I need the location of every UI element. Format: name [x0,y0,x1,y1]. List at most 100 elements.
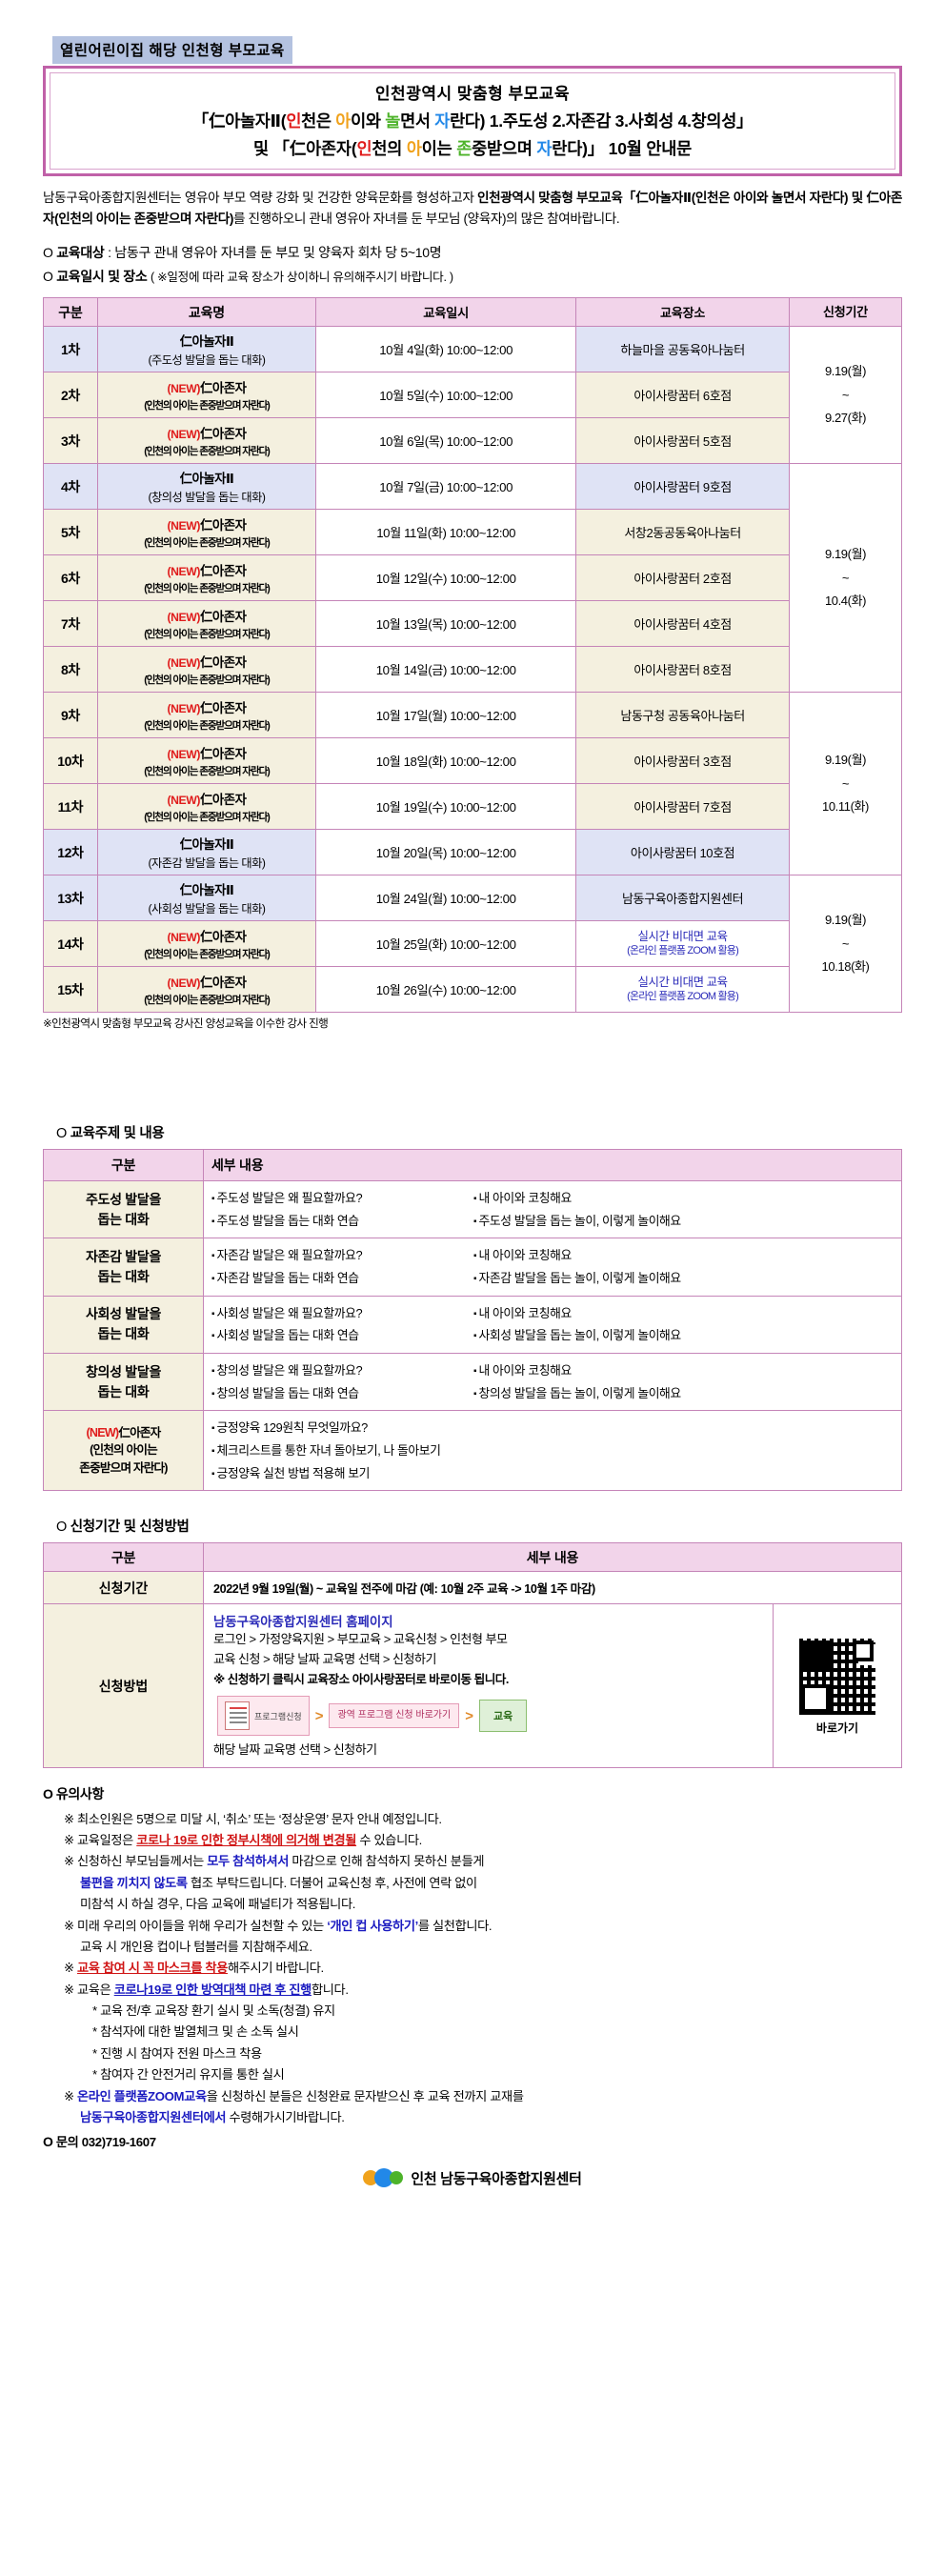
note-highlight-blue: 남동구육아종합지원센터에서 [80,2109,227,2124]
title-line-1: 인천광역시 맞춤형 부모교육 [374,85,571,103]
flow-step-link[interactable]: 광역 프로그램 신청 바로가기 [329,1703,460,1729]
apply-path-line-2: 교육 신청 > 해당 날짜 교육명 선택 > 신청하기 [213,1652,436,1667]
flow-step-program[interactable]: 프로그램신청 [217,1696,310,1737]
schedule-cell-place: 아이사랑꿈터 4호점 [575,600,791,648]
topic-item: 창의성 발달을 돕는 놀이, 이렇게 놀이해요 [473,1382,769,1405]
schedule-cell-date: 10월 7일(금) 10:00~12:00 [315,463,577,511]
note-item: ※ 신청하신 부모님들께서는 모두 참석하셔서 마감으로 인해 참석하지 못하신… [64,1854,485,1869]
arrow-right-icon-2: > [465,1707,473,1724]
course-name: 仁아놀자Ⅱ [179,334,234,350]
schedule-cell-place: 남동구육아종합지원센터 [575,875,791,922]
topic-gubun-line1: 자존감 발달을 [85,1249,162,1265]
note-highlight-blue: 불편을 끼치지 않도록 [80,1875,188,1890]
course-name: 仁아놀자Ⅱ [179,472,234,487]
topic-gubun-line1: 창의성 발달을 [85,1363,162,1379]
schedule-row: 13차 仁아놀자Ⅱ (사회성 발달을 돕는 대화) 10월 24일(월) 10:00~… [43,875,902,1014]
apply-period-part: 10.4(화) [824,593,867,608]
apply-heading: O 신청기간 및 신청방법 [56,1516,902,1536]
header-tag: 열린어린이집 해당 인천형 부모교육 [52,36,292,64]
note-highlight-blue-underline: 코로나19로 인한 방역대책 마련 후 진행 [113,1982,312,1997]
schedule-cell-no: 12차 [43,829,98,876]
apply-period-part: 10.18(화) [821,958,870,974]
course-subtitle: (자존감 발달을 돕는 대화) [148,856,266,871]
topic-item: 체크리스트를 통한 자녀 돌아보기, 나 돌아보기 [211,1439,894,1462]
schedule-table: 구분 교육명 교육일시 교육장소 신청기간 1차 仁아놀자Ⅱ (주도성 발달을 돕는 대화)… [43,297,902,1014]
schedule-row: 9차 (NEW)仁아존자 (인천의 아이는 존중받으며 자란다) 10월 17일(월)… [43,692,902,876]
topic-gubun-line2: 존중받으며 자란다) [79,1461,168,1476]
apply-period-part: 10.11(화) [822,798,869,814]
place-online-sub: (온라인 플랫폼 ZOOM 활용) [627,945,739,957]
bullet-schedule-label: 교육일시 및 장소 [56,268,148,284]
schedule-cell-name: (NEW)仁아존자 (인천의 아이는 존중받으며 자란다) [96,554,317,602]
title-line-2: 「仁아놀자Ⅱ(인천은 아이와 놀면서 자란다) 1.주도성 2.자존감 3.사회… [56,109,889,132]
schedule-row: 4차 仁아놀자Ⅱ (창의성 발달을 돕는 대화) 10월 7일(금) 10:00~12… [43,463,902,694]
schedule-row: 10차 (NEW)仁아존자 (인천의 아이는 존중받으며 자란다) 10월 18일(화… [43,737,902,785]
course-subtitle: (인천의 아이는 존중받으며 자란다) [144,812,271,824]
title-line-2-seg-5: 놀 [385,111,401,131]
title-line-3-seg-2: 천의 [372,139,407,158]
note-highlight-blue: ‘개인 컵 사용하기’ [327,1918,418,1933]
schedule-cell-no: 3차 [43,417,98,465]
course-subtitle: (인천의 아이는 존중받으며 자란다) [144,674,271,687]
schedule-row: 11차 (NEW)仁아존자 (인천의 아이는 존중받으며 자란다) 10월 19일(수… [43,783,902,831]
qr-corner-marker [853,1640,874,1661]
topic-item: 주도성 발달을 돕는 대화 연습 [211,1210,473,1233]
schedule-cell-no: 7차 [43,600,98,648]
schedule-cell-date: 10월 17일(월) 10:00~12:00 [315,692,577,739]
schedule-row: 5차 (NEW)仁아존자 (인천의 아이는 존중받으며 자란다) 10월 11일(화)… [43,509,902,556]
topic-gubun-line2: 돕는 대화 [97,1269,150,1285]
schedule-cell-no: 5차 [43,509,98,556]
title-line-2-seg-6: 면서 [400,111,435,131]
title-line-3-seg-3: 아 [406,139,422,158]
schedule-cell-name: (NEW)仁아존자 (인천의 아이는 존중받으며 자란다) [96,920,317,968]
footer: 인천 남동구육아종합지원센터 [43,2168,902,2188]
apply-period-part: 9.19(월) [824,753,867,768]
topics-detail-grid: 자존감 발달은 왜 필요할까요?내 아이와 코칭해요자존감 발달을 돕는 대화 … [211,1244,894,1289]
topics-detail-grid: 사회성 발달은 왜 필요할까요?내 아이와 코칭해요사회성 발달을 돕는 대화 … [211,1302,894,1347]
schedule-cell-name: 仁아놀자Ⅱ (주도성 발달을 돕는 대화) [96,326,317,373]
topics-cell-detail: 사회성 발달은 왜 필요할까요?내 아이와 코칭해요사회성 발달을 돕는 대화 … [203,1295,902,1355]
title-line-3: 및 「仁아존자(인천의 아이는 존중받으며 자란다)」 10월 안내문 [56,136,889,160]
apply-period-part: ~ [841,570,850,585]
topic-gubun-line1: 사회성 발달을 [85,1306,162,1322]
qr-code-icon[interactable] [797,1636,877,1717]
schedule-header-4: 신청기간 [789,297,902,328]
apply-heading-text: 신청기간 및 신청방법 [70,1519,190,1536]
course-name: 仁아존자 [200,610,247,625]
apply-row-method: 신청방법 남동구육아종합지원센터 홈페이지 로그인 > 가정양육지원 > 부모교… [43,1603,902,1768]
apply-site-link[interactable]: 남동구육아종합지원센터 홈페이지 [213,1615,393,1630]
schedule-row: 15차 (NEW)仁아존자 (인천의 아이는 존중받으며 자란다) 10월 26일(수… [43,966,902,1014]
place-online: 실시간 비대면 교육 (온라인 플랫폼 ZOOM 활용) [579,976,786,1005]
bullet-target: O 교육대상 : 남동구 관내 영유아 자녀를 둔 부모 및 양육자 회차 당 … [43,245,442,261]
title-box-inner: 인천광역시 맞춤형 부모교육 「仁아놀자Ⅱ(인천은 아이와 놀면서 자란다) 1… [50,72,895,170]
course-name: 仁아존자 [200,701,247,716]
schedule-cell-name: (NEW)仁아존자 (인천의 아이는 존중받으며 자란다) [96,509,317,556]
topics-cell-gubun: 창의성 발달을 돕는 대화 [43,1353,204,1412]
apply-period-part: 9.27(화) [824,410,867,425]
title-line-2-seg-0: 「仁아놀자Ⅱ( [191,111,287,131]
apply-row-period: 신청기간 2022년 9월 19일(월) ~ 교육일 전주에 마감 (예: 10… [43,1571,902,1605]
new-badge: (NEW) [167,565,201,579]
title-line-2-seg-1: 인 [286,111,302,131]
title-line-2-seg-8: 란다) 1.주도성 2.자존감 3.사회성 4.창의성」 [450,111,754,131]
bullet-schedule: O 교육일시 및 장소 ( ※일정에 따라 교육 장소가 상이하니 유의해주시기… [43,268,453,284]
topic-item: 내 아이와 코칭해요 [473,1302,769,1325]
course-name: 仁아존자 [200,930,247,945]
place-online-sub: (온라인 플랫폼 ZOOM 활용) [627,991,739,1003]
course-subtitle: (사회성 발달을 돕는 대화) [148,902,266,916]
new-badge: (NEW) [167,794,201,808]
new-badge: (NEW) [167,976,201,991]
apply-period-label: 신청기간 [43,1571,204,1605]
note-item: * 참여자 간 안전거리 유지를 통한 실시 [92,2067,285,2083]
topics-header-0: 구분 [43,1149,204,1182]
notes-heading-bullet: O [43,1785,53,1801]
schedule-cell-place: 실시간 비대면 교육 (온라인 플랫폼 ZOOM 활용) [575,920,791,968]
flow-step-education[interactable]: 교육 [478,1700,528,1733]
topic-item: 내 아이와 코칭해요 [473,1359,769,1382]
qr-wrapper[interactable]: 바로가기 [776,1636,898,1736]
topic-item: 창의성 발달을 돕는 대화 연습 [211,1382,473,1405]
title-line-3-seg-4: 이는 [421,139,457,158]
topic-item: 사회성 발달을 돕는 놀이, 이렇게 놀이해요 [473,1324,769,1347]
